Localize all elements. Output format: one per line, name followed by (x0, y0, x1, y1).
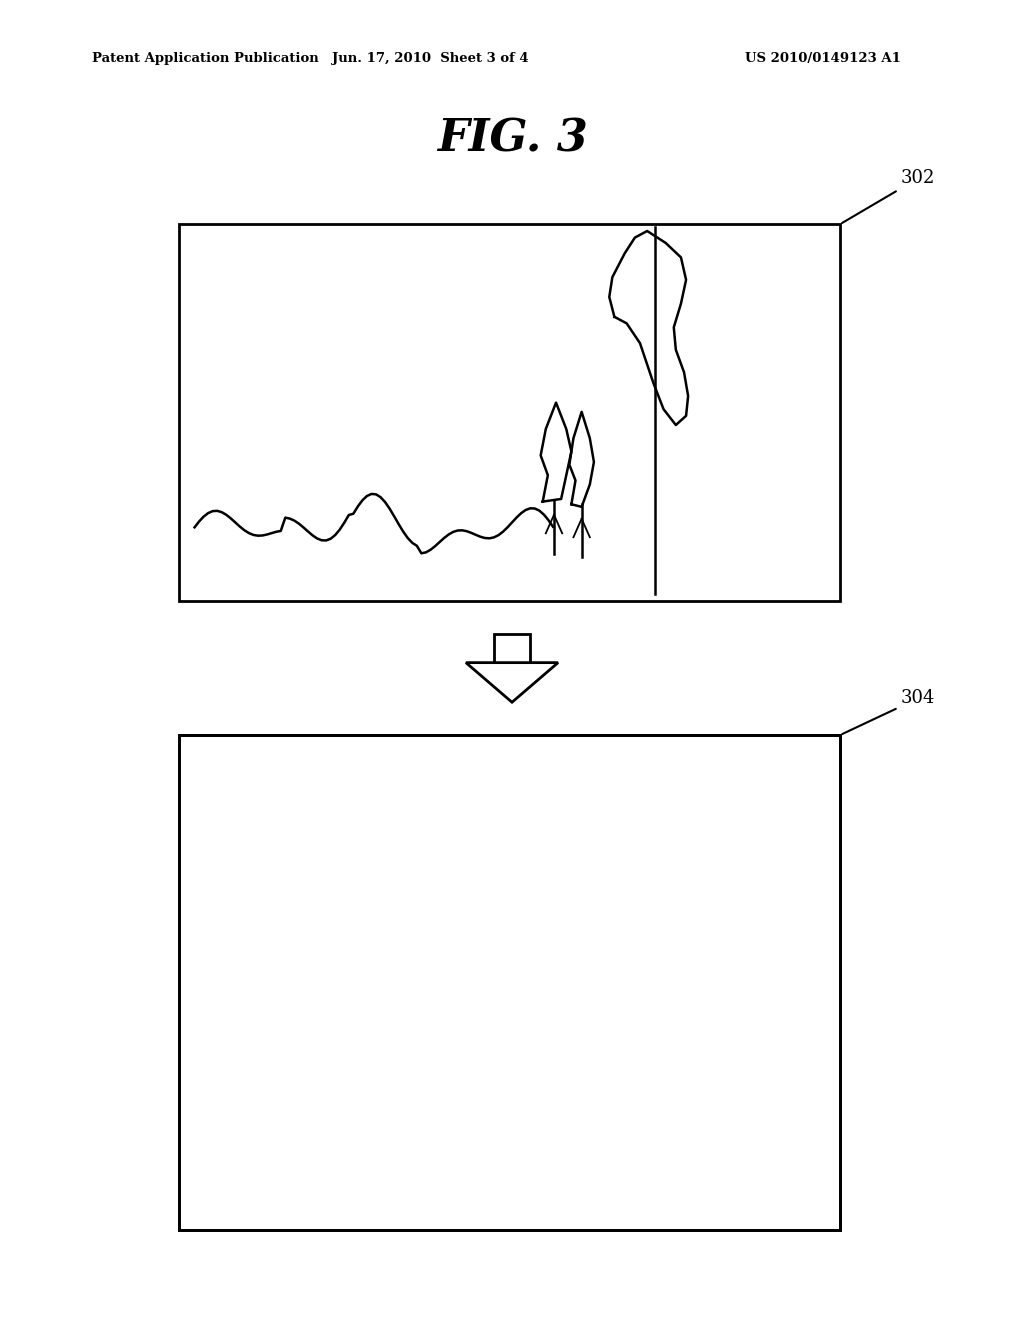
Bar (179, 735, 840, 1230)
Bar (179, 224, 840, 601)
Text: Patent Application Publication: Patent Application Publication (92, 51, 318, 65)
Text: 302: 302 (842, 169, 936, 223)
Polygon shape (494, 634, 530, 663)
Text: Jun. 17, 2010  Sheet 3 of 4: Jun. 17, 2010 Sheet 3 of 4 (332, 51, 528, 65)
Bar (179, 735, 840, 1230)
Text: US 2010/0149123 A1: US 2010/0149123 A1 (745, 51, 901, 65)
Text: 304: 304 (842, 689, 936, 734)
Text: FIG. 3: FIG. 3 (436, 117, 588, 160)
Polygon shape (466, 663, 558, 702)
